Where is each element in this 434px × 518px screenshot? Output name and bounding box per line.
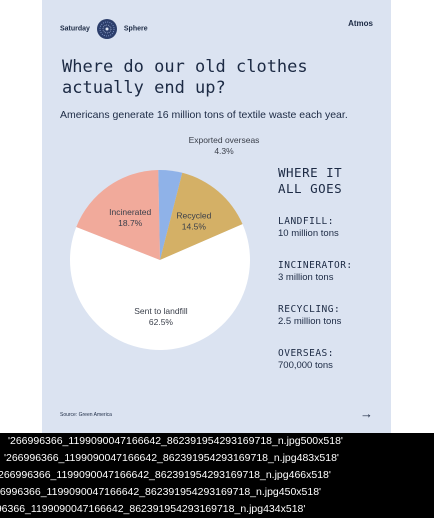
pie-label-value: 62.5% xyxy=(149,317,174,327)
legend-item-label: INCINERATOR: xyxy=(278,260,353,271)
headline: Where do our old clothes actually end up… xyxy=(62,57,308,98)
source-note: Source: Green America xyxy=(60,412,112,418)
legend-title: WHERE IT ALL GOES xyxy=(278,165,342,197)
sphere-logo-icon xyxy=(96,19,117,39)
filename-line: '266996366_1199090047166642_862391954293… xyxy=(4,452,339,464)
legend-item-value: 3 million tons xyxy=(278,272,334,283)
pie-slice-incinerated xyxy=(76,170,160,260)
pie-label-value: 18.7% xyxy=(118,218,143,228)
legend-item-label: OVERSEAS: xyxy=(278,348,334,359)
filename-line: 996366_1199090047166642_8623919542931697… xyxy=(0,503,306,515)
filename-line: 266996366_1199090047166642_8623919542931… xyxy=(0,469,331,481)
pie-label-value: 14.5% xyxy=(182,221,207,231)
legend-item-label: LANDFILL: xyxy=(278,216,334,227)
brand-right: Sphere xyxy=(123,25,148,33)
infographic-card: Saturday Sphere Atmos Where do our old c… xyxy=(42,0,391,433)
pie-label-name: Exported overseas xyxy=(189,135,260,145)
pie-slice-recycled xyxy=(160,172,243,260)
subhead: Americans generate 16 million tons of te… xyxy=(60,109,348,121)
legend-title-line2: ALL GOES xyxy=(278,181,343,196)
legend-item-value: 10 million tons xyxy=(278,228,339,239)
publisher-logo: Atmos xyxy=(348,19,373,28)
legend-item-value: 700,000 tons xyxy=(278,360,333,371)
brand-left: Saturday xyxy=(60,25,90,33)
filename-line: '266996366_1199090047166642_862391954293… xyxy=(8,435,343,447)
legend-item-label: RECYCLING: xyxy=(278,304,341,315)
pie-label-name: Incinerated xyxy=(109,207,151,217)
legend-item-landfill: LANDFILL: 10 million tons xyxy=(278,216,339,240)
filename-overlay: '266996366_1199090047166642_862391954293… xyxy=(0,433,434,518)
legend-item-incinerator: INCINERATOR: 3 million tons xyxy=(278,260,353,284)
arrow-right-icon[interactable]: → xyxy=(360,406,373,421)
pie-label-name: Sent to landfill xyxy=(134,306,188,316)
legend-item-value: 2.5 million tons xyxy=(278,316,342,327)
legend-title-line1: WHERE IT xyxy=(278,165,343,180)
pie-label-value: 4.3% xyxy=(214,146,234,156)
pie-slice-sent-to-landfill xyxy=(70,224,250,350)
brand-header: Saturday Sphere xyxy=(60,18,148,40)
filename-line: 66996366_1199090047166642_86239195429316… xyxy=(0,486,322,498)
legend-item-overseas: OVERSEAS: 700,000 tons xyxy=(278,348,334,372)
pie-slice-exported-overseas xyxy=(158,170,183,260)
pie-label-name: Recycled xyxy=(176,210,211,220)
legend-item-recycling: RECYCLING: 2.5 million tons xyxy=(278,304,341,328)
